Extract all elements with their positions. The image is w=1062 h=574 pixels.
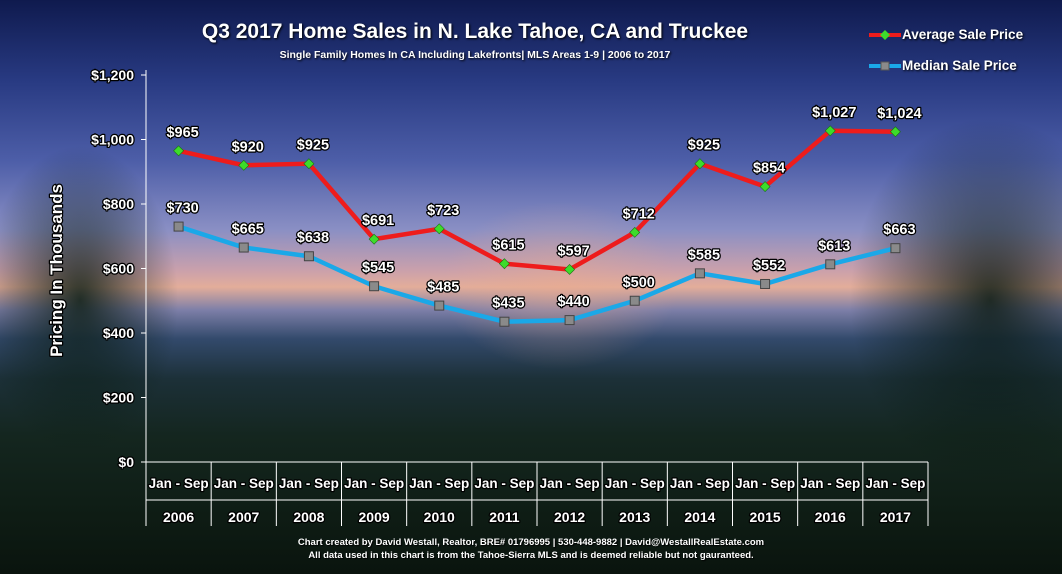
- y-axis-title: Pricing In Thousands: [47, 184, 66, 357]
- average-sale-price-point: [694, 158, 706, 170]
- median-sale-price-point: [499, 316, 510, 327]
- x-tick-sublabel: Jan - Sep: [865, 476, 925, 491]
- chart-title: Q3 2017 Home Sales in N. Lake Tahoe, CA …: [201, 20, 749, 43]
- average-sale-price-point: [173, 145, 185, 157]
- average-sale-price-point: [759, 181, 771, 193]
- x-tick-sublabel: Jan - Sep: [149, 476, 209, 491]
- median-sale-price-data-label: $440: [557, 294, 589, 310]
- median-sale-price-point: [303, 251, 314, 262]
- y-tick-label: $200: [103, 390, 134, 406]
- x-tick-label: 2014: [684, 509, 715, 525]
- median-sale-price-line: [176, 224, 898, 324]
- average-sale-price-point: [303, 158, 315, 170]
- average-sale-price-data-label: $925: [297, 138, 329, 154]
- legend-average-label: Average Sale Price: [902, 27, 1024, 42]
- footer-disclaimer: All data used in this chart is from the …: [308, 550, 754, 561]
- median-sale-price-data-label: $435: [492, 296, 524, 312]
- x-tick-label: 2017: [880, 509, 911, 525]
- legend-median-swatch: [869, 61, 901, 71]
- median-sale-price-data-label: $585: [688, 247, 720, 263]
- x-tick-label: 2012: [554, 509, 585, 525]
- x-tick-sublabel: Jan - Sep: [605, 476, 665, 491]
- average-sale-price-data-label: $925: [688, 138, 720, 154]
- median-sale-price-point: [694, 268, 705, 279]
- y-tick-label: $600: [103, 261, 134, 277]
- x-tick-sublabel: Jan - Sep: [670, 476, 730, 491]
- median-sale-price-data-label: $665: [232, 222, 264, 238]
- x-tick-label: 2013: [619, 509, 650, 525]
- median-sale-price-data-label: $613: [818, 238, 850, 254]
- average-sale-price-data-label: $597: [557, 243, 589, 259]
- median-sale-price-point: [434, 300, 445, 311]
- average-sale-price-data-label: $691: [362, 213, 394, 229]
- footer-credit: Chart created by David Westall, Realtor,…: [297, 537, 765, 548]
- average-sale-price-point: [368, 233, 380, 245]
- average-sale-price-point: [824, 125, 836, 137]
- y-tick-label: $1,000: [91, 132, 134, 148]
- y-tick-label: $800: [103, 196, 134, 212]
- average-sale-price-data-label: $1,027: [812, 105, 856, 121]
- x-tick-label: 2015: [750, 509, 781, 525]
- chart-subtitle: Single Family Homes In CA Including Lake…: [279, 49, 671, 61]
- x-tick-sublabel: Jan - Sep: [474, 476, 534, 491]
- series-layer: [173, 125, 901, 327]
- median-sale-price-data-label: $552: [753, 258, 785, 274]
- x-tick-label: 2007: [228, 509, 259, 525]
- x-tick-label: 2010: [424, 509, 455, 525]
- median-sale-price-data-label: $638: [297, 230, 329, 246]
- x-tick-sublabel: Jan - Sep: [800, 476, 860, 491]
- x-tick-sublabel: Jan - Sep: [214, 476, 274, 491]
- average-sale-price-point: [498, 258, 510, 270]
- median-sale-price-data-label: $730: [166, 201, 198, 217]
- average-sale-price-data-label: $615: [492, 238, 524, 254]
- median-sale-price-data-label: $545: [362, 260, 394, 276]
- median-sale-price-data-label: $485: [427, 280, 459, 296]
- average-sale-price-data-label: $920: [232, 139, 264, 155]
- average-sale-price-data-label: $723: [427, 203, 459, 219]
- median-sale-price-point: [369, 281, 380, 292]
- legend-item-average: Average Sale Price: [868, 25, 1058, 47]
- median-sale-price-point: [760, 278, 771, 289]
- x-tick-sublabel: Jan - Sep: [344, 476, 404, 491]
- average-sale-price-point: [238, 159, 250, 171]
- median-sale-price-point: [890, 243, 901, 254]
- average-sale-price-data-label: $712: [623, 206, 655, 222]
- y-tick-label: $400: [103, 325, 134, 341]
- median-sale-price-data-label: $663: [883, 222, 915, 238]
- median-sale-price-point: [825, 259, 836, 270]
- average-sale-price-point: [889, 126, 901, 138]
- median-sale-price-point: [238, 242, 249, 253]
- x-tick-label: 2008: [293, 509, 324, 525]
- x-tick-sublabel: Jan - Sep: [279, 476, 339, 491]
- legend-median-label: Median Sale Price: [902, 58, 1017, 73]
- average-sale-price-data-label: $1,024: [877, 106, 921, 122]
- average-sale-price-point: [433, 223, 445, 235]
- x-tick-sublabel: Jan - Sep: [409, 476, 469, 491]
- median-sale-price-point: [629, 295, 640, 306]
- x-tick-label: 2016: [815, 509, 846, 525]
- data-labels: $965 $920 $925 $691 $723 $615 $597 $712 $925 $854…: [165, 104, 923, 313]
- median-sale-price-point: [564, 315, 575, 326]
- y-tick-label: $0: [118, 454, 134, 470]
- x-tick-label: 2006: [163, 509, 194, 525]
- x-tick-sublabel: Jan - Sep: [540, 476, 600, 491]
- median-sale-price-data-label: $500: [623, 275, 655, 291]
- axes: $0 $200 $400 $600 $800 $1,000 $1,200 Pricing In…: [46, 66, 929, 526]
- x-tick-label: 2009: [359, 509, 390, 525]
- x-tick-label: 2011: [489, 509, 520, 525]
- y-tick-label: $1,200: [91, 67, 134, 83]
- average-sale-price-point: [564, 264, 576, 275]
- legend-item-median: Median Sale Price: [868, 56, 1058, 78]
- average-sale-price-data-label: $965: [166, 125, 198, 141]
- legend-average-swatch: [869, 30, 901, 40]
- x-tick-sublabel: Jan - Sep: [735, 476, 795, 491]
- median-sale-price-point: [173, 221, 184, 232]
- average-sale-price-point: [629, 226, 641, 238]
- average-sale-price-line: [176, 128, 898, 272]
- average-sale-price-data-label: $854: [753, 161, 785, 177]
